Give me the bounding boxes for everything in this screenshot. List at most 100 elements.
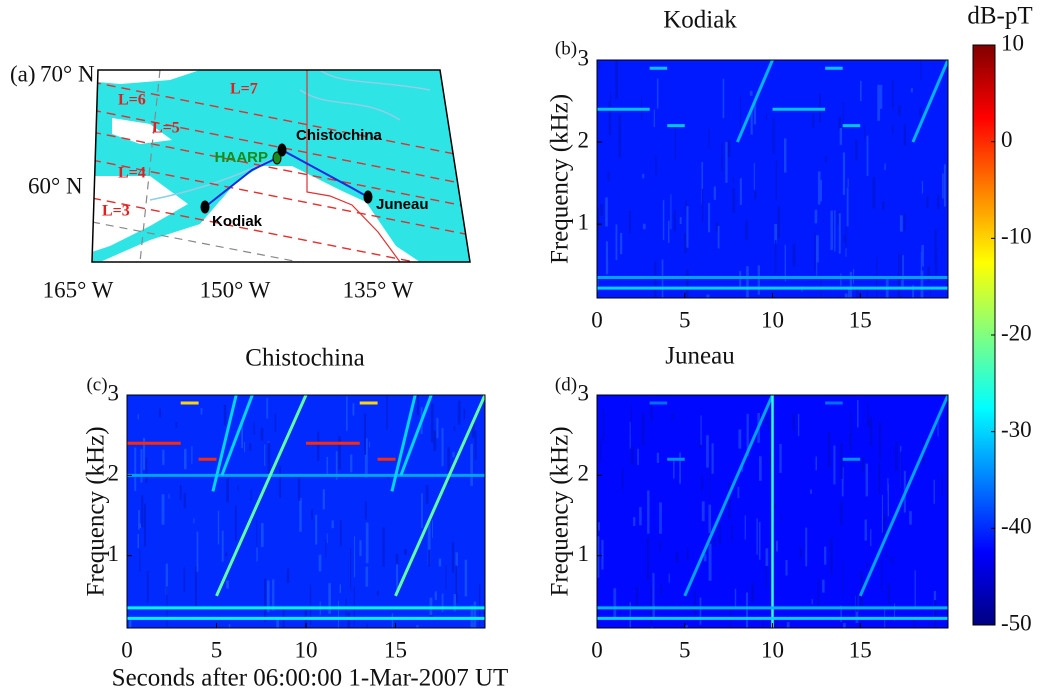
- noise: [261, 523, 264, 547]
- noise: [179, 484, 182, 500]
- noise: [328, 583, 332, 614]
- noise: [762, 617, 765, 628]
- colorbar-tick-label: -50: [1001, 610, 1032, 635]
- noise: [898, 105, 901, 116]
- noise: [416, 625, 419, 628]
- noise: [718, 522, 721, 545]
- noise: [658, 540, 661, 553]
- noise: [260, 427, 264, 441]
- noise: [659, 585, 662, 596]
- noise: [693, 592, 696, 614]
- noise: [921, 245, 924, 267]
- noise: [731, 523, 733, 542]
- noise: [193, 518, 195, 524]
- panel-label: (a): [10, 61, 36, 86]
- noise: [166, 586, 168, 627]
- noise: [824, 546, 827, 565]
- noise: [142, 437, 146, 470]
- map-panel: (a) 70° N 60° N 165° W 150° W 135° W Kodiak HAA…: [10, 61, 471, 302]
- noise: [267, 442, 271, 478]
- bering-sea: [92, 176, 188, 252]
- noise: [137, 414, 139, 420]
- noise: [750, 107, 753, 135]
- noise: [661, 259, 664, 298]
- noise: [134, 447, 137, 492]
- noise: [256, 547, 258, 562]
- y-tick-label: 1: [108, 541, 120, 566]
- l-shell-line: [92, 159, 470, 236]
- noise: [473, 601, 477, 628]
- l-shell-lines: [92, 81, 470, 262]
- noise: [364, 501, 367, 520]
- station-label: HAARP: [215, 149, 268, 166]
- noise: [847, 178, 849, 187]
- noise: [653, 109, 655, 128]
- noise: [470, 605, 474, 628]
- noise: [785, 559, 788, 576]
- noise: [335, 451, 338, 480]
- y-tick-label: 3: [108, 380, 120, 405]
- noise: [445, 565, 447, 590]
- noise: [876, 257, 878, 271]
- noise: [226, 477, 229, 503]
- noise: [701, 188, 704, 222]
- noise: [339, 584, 342, 593]
- noise: [339, 519, 342, 547]
- noise: [866, 412, 870, 428]
- noise: [727, 139, 731, 158]
- noise: [792, 243, 796, 267]
- noise: [267, 441, 270, 448]
- noise: [601, 539, 604, 570]
- spectrogram: [597, 60, 948, 298]
- spectrogram: [127, 395, 485, 628]
- noise: [453, 594, 456, 612]
- noise: [225, 552, 228, 557]
- noise: [427, 521, 431, 565]
- noise: [659, 502, 662, 534]
- noise: [223, 404, 227, 426]
- noise: [137, 533, 139, 549]
- noise: [881, 494, 883, 533]
- noise: [438, 558, 442, 567]
- noise: [244, 442, 246, 453]
- noise: [364, 438, 368, 478]
- noise: [856, 593, 858, 612]
- noise: [885, 547, 888, 558]
- noise: [175, 422, 178, 429]
- noise: [765, 548, 769, 567]
- noise: [856, 287, 859, 298]
- noise: [140, 448, 143, 483]
- noise: [670, 194, 672, 230]
- noise: [870, 529, 872, 547]
- noise: [671, 412, 674, 420]
- noise: [754, 191, 757, 200]
- noise: [686, 206, 689, 248]
- noise: [635, 585, 639, 608]
- signal: [220, 395, 254, 476]
- colorbar-tick-label: -40: [1001, 514, 1032, 539]
- noise: [686, 548, 689, 561]
- noise: [819, 179, 823, 202]
- noise: [884, 163, 886, 171]
- noise: [847, 287, 850, 298]
- noise: [729, 607, 732, 628]
- noise: [347, 612, 351, 628]
- noise: [899, 215, 903, 232]
- noise: [843, 234, 846, 243]
- noise: [739, 271, 742, 290]
- signal: [211, 395, 238, 492]
- noise: [867, 402, 869, 415]
- noise: [708, 504, 712, 533]
- station-marker: [363, 190, 373, 204]
- noise: [756, 518, 758, 555]
- noise: [933, 600, 937, 628]
- noise: [753, 99, 757, 125]
- noise: [799, 547, 802, 558]
- x-axis-label: Seconds after 06:00:00 1-Mar-2007 UT: [112, 665, 509, 692]
- noise: [679, 452, 681, 484]
- noise: [608, 101, 612, 136]
- noise: [895, 442, 898, 472]
- noise: [827, 432, 831, 469]
- noise: [473, 623, 475, 628]
- noise: [432, 520, 434, 539]
